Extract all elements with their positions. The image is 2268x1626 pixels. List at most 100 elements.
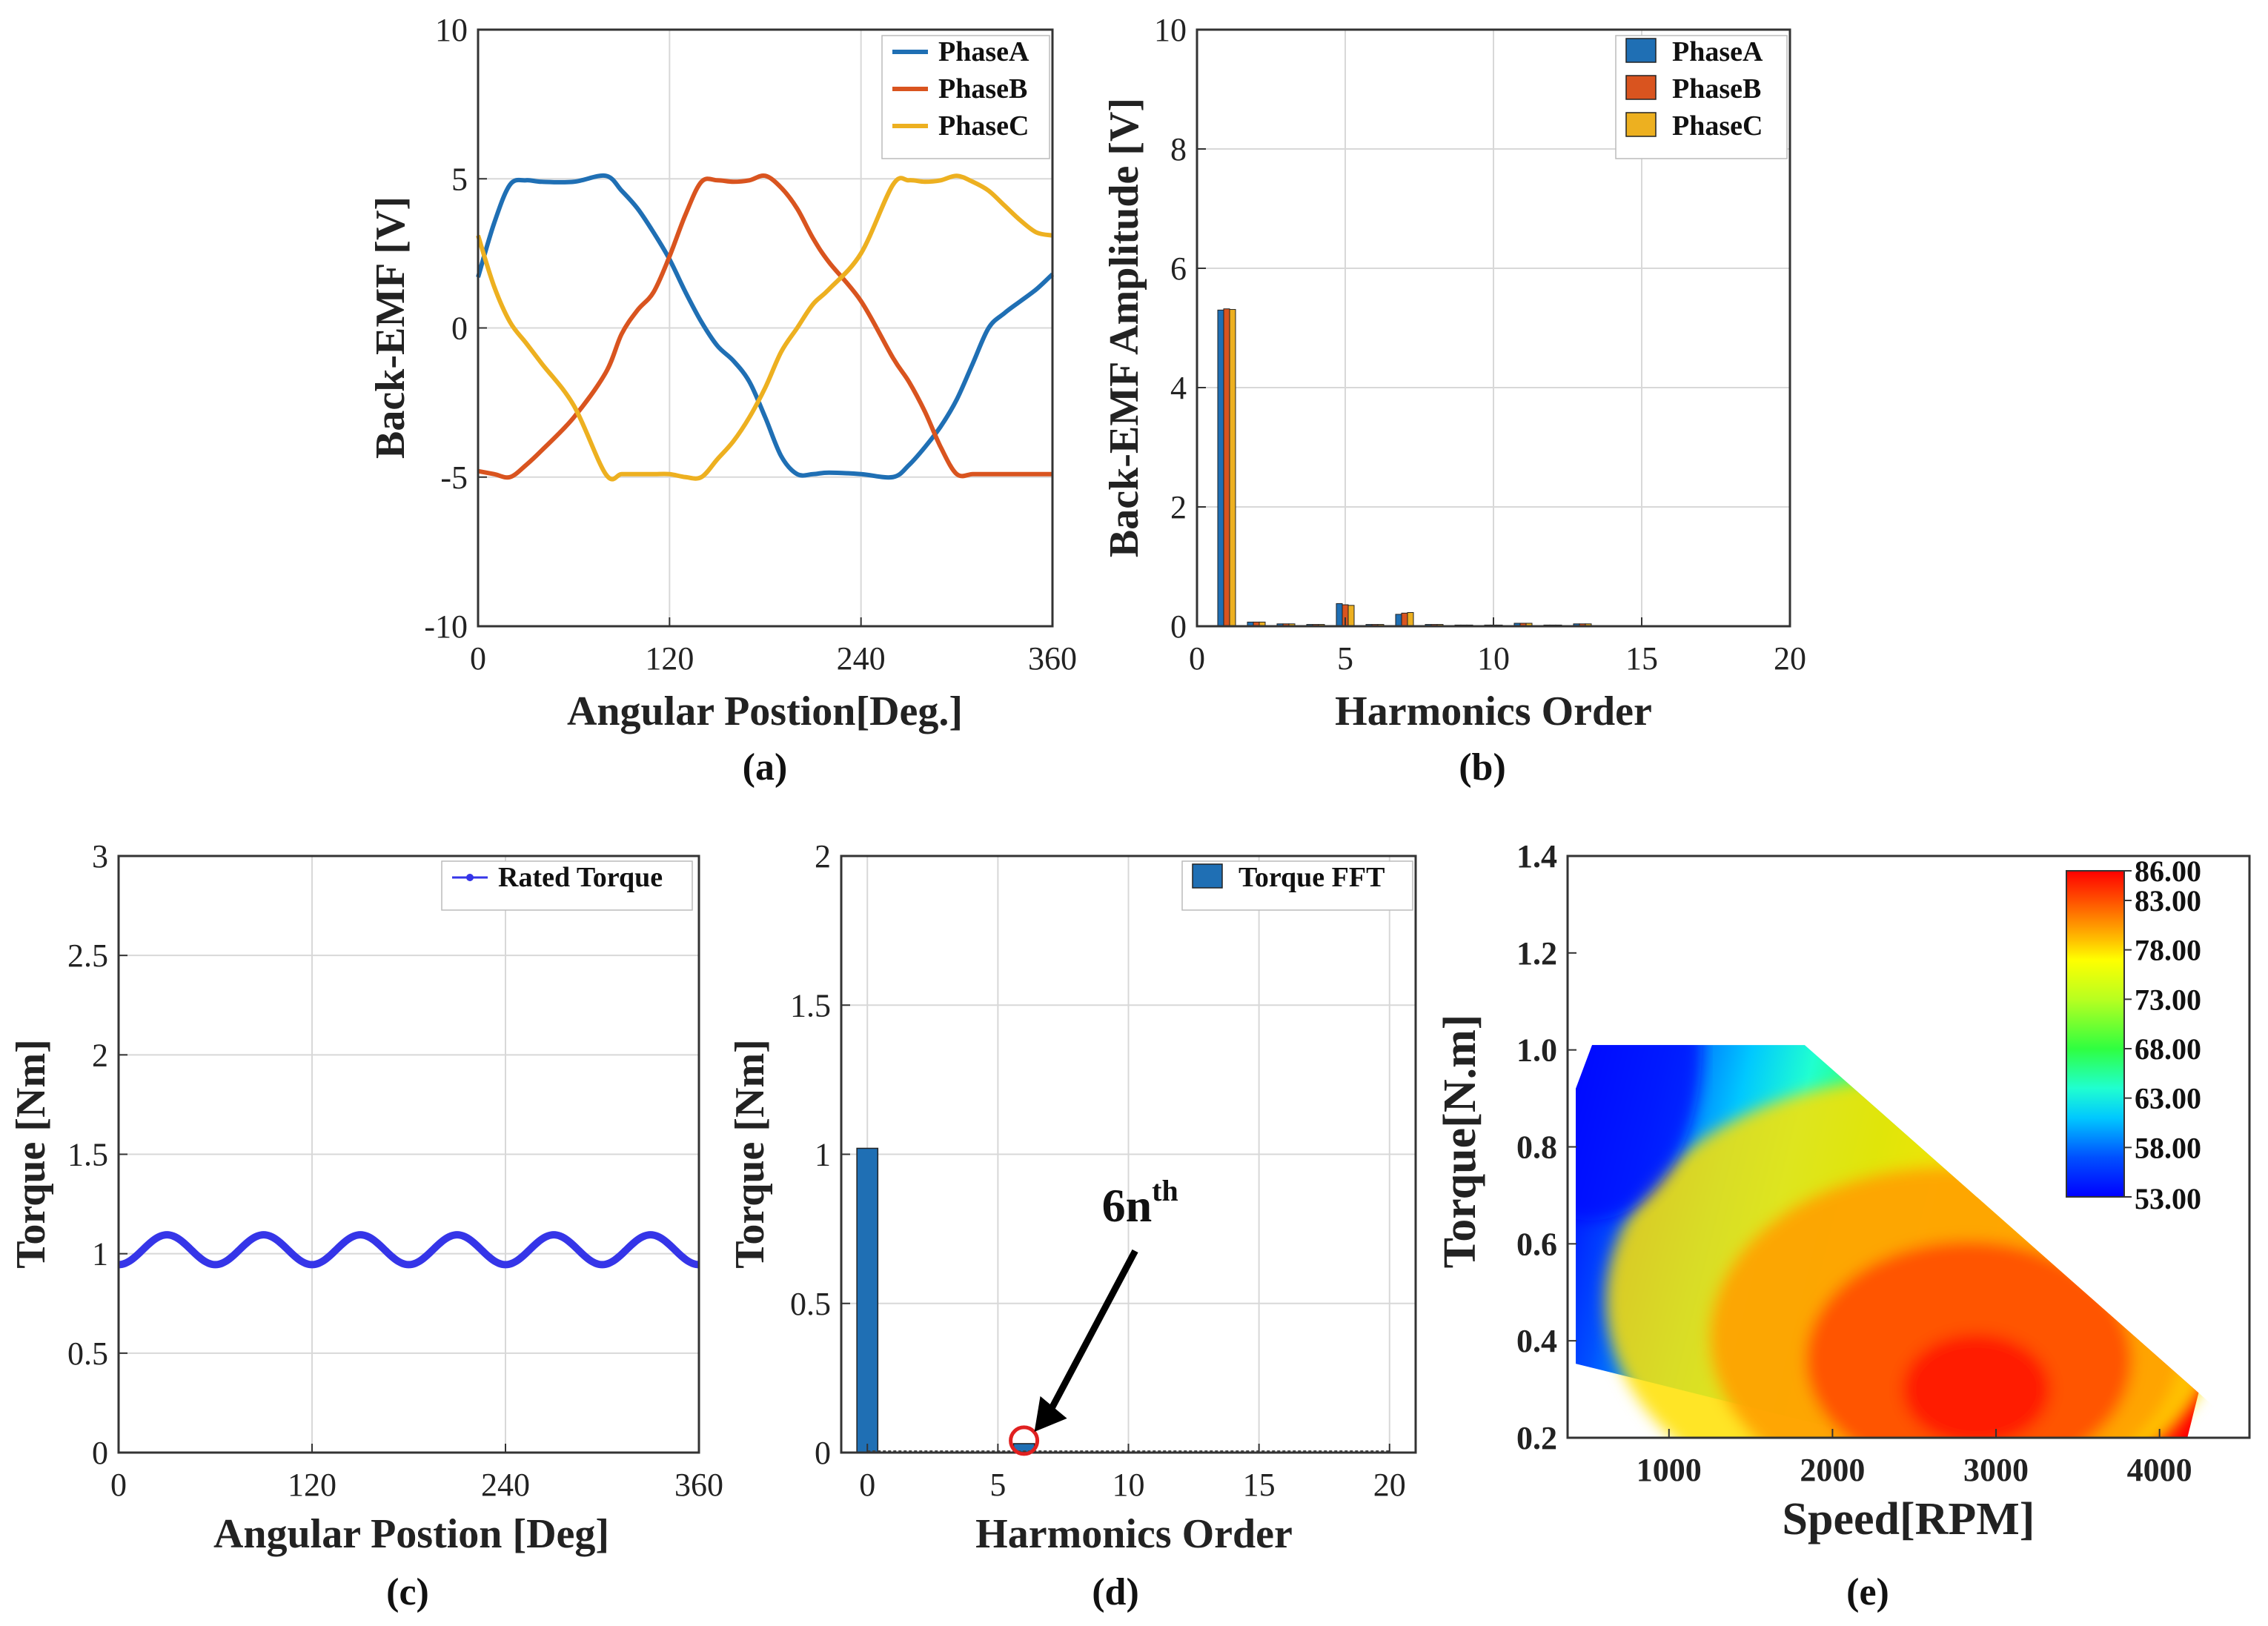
chart-a-backemf-waveform: 0 120 240 360 -10 -5 0 5 10 Angular Postion[Deg.… <box>368 12 1077 789</box>
chart-c-legend-box <box>441 860 693 911</box>
chart-a-legend-label: PhaseC <box>938 110 1029 142</box>
panel-label-c: (c) <box>386 1571 429 1613</box>
chart-c-xtick-label: 360 <box>674 1467 723 1503</box>
panel-label-e: (e) <box>1846 1571 1889 1613</box>
chart-e-efficiency-map: 1000 2000 3000 4000 0.2 0.4 0.6 0.8 1.0 1.2 1.4 53… <box>1435 838 2251 1613</box>
chart-c-ytick-label: 3 <box>92 838 108 875</box>
chart-d-ylabel: Torque [Nm] <box>727 1039 773 1269</box>
chart-b-ytick-label: 6 <box>1170 250 1187 287</box>
chart-b-bar-PhaseC <box>1229 309 1236 627</box>
chart-d-ytick-label: 0.5 <box>790 1286 831 1322</box>
chart-b-bar-PhaseC <box>1347 605 1355 627</box>
chart-c-xtick-label: 0 <box>110 1467 127 1503</box>
chart-c-ytick-label: 2 <box>92 1037 108 1073</box>
chart-a-xtick-label: 240 <box>837 640 886 677</box>
chart-e-ytick-label: 1.0 <box>1516 1032 1557 1069</box>
chart-b-xtick-label: 15 <box>1625 640 1658 677</box>
chart-d-ytick-label: 2 <box>815 838 831 875</box>
chart-c-ytick-label: 1.5 <box>67 1137 108 1173</box>
chart-a-ylabel: Back-EMF [V] <box>368 196 414 459</box>
chart-b-bar-PhaseB <box>1223 308 1230 627</box>
chart-e-colorbar-label: 86.00 <box>2135 855 2201 888</box>
chart-a-legend-label: PhaseB <box>938 73 1027 104</box>
chart-c-legend-marker <box>466 874 474 881</box>
chart-e-ytick-label: 0.2 <box>1516 1420 1557 1456</box>
chart-d-xtick-label: 10 <box>1113 1467 1145 1503</box>
chart-d-ytick-label: 1 <box>815 1137 831 1173</box>
chart-b-bar-PhaseA <box>1336 603 1343 627</box>
chart-e-ytick-label: 1.2 <box>1516 935 1557 972</box>
chart-d-legend-swatch <box>1192 863 1223 889</box>
chart-e-colorbar-label: 78.00 <box>2135 934 2201 967</box>
chart-a-line-PhaseC <box>476 173 1053 482</box>
chart-d-torque-harmonics: 0 5 10 15 20 0 0.5 1 1.5 2 Harmonics Order Torque… <box>727 838 1417 1613</box>
chart-e-colorbar <box>2066 870 2125 1198</box>
chart-b-bar-PhaseC <box>1407 611 1414 627</box>
chart-e-ytick-label: 0.8 <box>1516 1129 1557 1166</box>
chart-b-bar-PhaseB <box>1401 612 1408 627</box>
chart-a-line-PhaseB <box>477 173 1052 480</box>
chart-d-annotation-arrow <box>1041 1249 1138 1424</box>
chart-d-annotation-arrowhead <box>1034 1396 1067 1432</box>
panel-label-d: (d) <box>1092 1571 1139 1613</box>
chart-e-contour-86 <box>1902 1333 2051 1438</box>
chart-d-bar <box>856 1147 879 1453</box>
chart-e-xtick-label: 2000 <box>1800 1452 1865 1488</box>
chart-a-xtick-label: 360 <box>1028 640 1077 677</box>
chart-d-xtick-label: 15 <box>1243 1467 1276 1503</box>
chart-b-legend-swatch <box>1625 75 1657 100</box>
chart-e-colorbar-label: 58.00 <box>2135 1131 2201 1164</box>
chart-b-xlabel: Harmonics Order <box>1335 688 1652 734</box>
chart-a-legend-label: PhaseA <box>938 36 1029 67</box>
chart-b-legend-swatch <box>1625 112 1657 137</box>
chart-d-legend-label: Torque FFT <box>1239 862 1385 893</box>
chart-c-xtick-label: 240 <box>481 1467 530 1503</box>
chart-d-ytick-label: 0 <box>815 1435 831 1471</box>
chart-e-ylabel: Torque[N.m] <box>1435 1015 1485 1269</box>
chart-d-xtick-label: 20 <box>1373 1467 1406 1503</box>
chart-d-ytick-label: 1.5 <box>790 987 831 1023</box>
chart-e-colorbar-label: 73.00 <box>2135 983 2201 1016</box>
chart-d-highlight-circle <box>1009 1425 1040 1456</box>
chart-c-ytick-label: 2.5 <box>67 938 108 974</box>
chart-c-ytick-label: 0.5 <box>67 1335 108 1372</box>
panel-label-a: (a) <box>743 746 788 789</box>
chart-b-legend-label: PhaseA <box>1672 36 1763 67</box>
chart-a-xtick-label: 120 <box>645 640 694 677</box>
chart-c-xlabel: Angular Postion [Deg] <box>213 1511 609 1557</box>
chart-e-colorbar-label: 53.00 <box>2135 1182 2201 1215</box>
chart-b-ylabel: Back-EMF Amplitude [V] <box>1101 98 1147 557</box>
chart-c-ytick-label: 0 <box>92 1435 108 1471</box>
chart-b-ytick-label: 0 <box>1170 608 1187 645</box>
chart-b-legend-swatch <box>1625 38 1657 63</box>
chart-b-bar-PhaseA <box>1395 614 1402 627</box>
chart-a-legend-box <box>881 35 1050 159</box>
chart-b-ytick-label: 2 <box>1170 489 1187 525</box>
chart-c-xtick-label: 120 <box>288 1467 336 1503</box>
chart-b-bar-PhaseA <box>1217 309 1224 627</box>
chart-c-legend-label: Rated Torque <box>498 862 663 893</box>
chart-e-xtick-label: 4000 <box>2127 1452 2192 1488</box>
chart-b-legend-label: PhaseB <box>1672 73 1761 104</box>
chart-e-colorbar-label: 68.00 <box>2135 1032 2201 1066</box>
chart-a-line-PhaseA <box>476 173 1055 480</box>
chart-b-xtick-label: 0 <box>1189 640 1205 677</box>
chart-c-ytick-label: 1 <box>92 1236 108 1272</box>
chart-b-xtick-label: 20 <box>1774 640 1806 677</box>
panel-label-b: (b) <box>1459 746 1506 789</box>
chart-e-ytick-label: 1.4 <box>1516 838 1557 875</box>
chart-b-xtick-label: 10 <box>1477 640 1510 677</box>
chart-e-ytick-label: 0.4 <box>1516 1323 1557 1359</box>
chart-e-xtick-label: 3000 <box>1963 1452 2029 1488</box>
chart-c-torque-waveform: 0 120 240 360 0 0.5 1 1.5 2 2.5 3 Angular Postion … <box>8 838 723 1613</box>
chart-a-ytick-label: -5 <box>440 459 468 496</box>
chart-e-ytick-label: 0.6 <box>1516 1226 1557 1262</box>
chart-b-xtick-label: 5 <box>1337 640 1353 677</box>
chart-e-xtick-label: 1000 <box>1637 1452 1702 1488</box>
chart-c-ylabel: Torque [Nm] <box>8 1039 54 1269</box>
chart-b-legend-label: PhaseC <box>1672 110 1763 142</box>
chart-a-ytick-label: 5 <box>451 161 468 197</box>
chart-b-ytick-label: 4 <box>1170 370 1187 406</box>
chart-a-ytick-label: 0 <box>451 311 468 347</box>
